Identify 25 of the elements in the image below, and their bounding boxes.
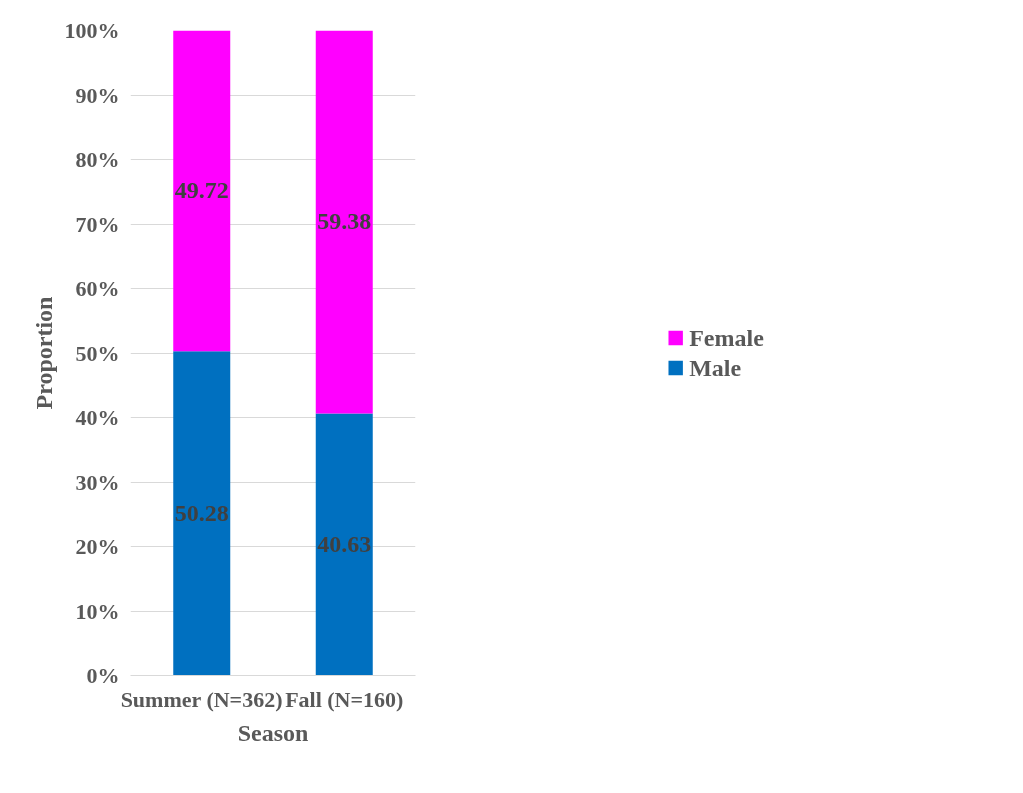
legend-label: Male	[689, 354, 742, 381]
y-tick-label: 90%	[75, 82, 120, 108]
y-tick-label: 20%	[75, 534, 120, 559]
y-tick-label: 80%	[75, 147, 120, 172]
bar	[315, 413, 373, 676]
y-tick-label: 70%	[75, 211, 120, 237]
bar	[173, 30, 231, 352]
y-tick-label: 10%	[75, 598, 120, 624]
legend-label: Female	[689, 324, 764, 351]
y-tick-label: 0%	[86, 663, 120, 688]
data-label: 40.63	[317, 530, 372, 557]
x-tick-label: Summer (N=362)	[120, 686, 283, 712]
y-tick-label: 30%	[75, 469, 120, 495]
y-tick-label: 60%	[75, 276, 120, 301]
y-tick-label: 40%	[75, 405, 120, 430]
data-label: 49.72	[174, 177, 229, 204]
data-label: 59.38	[317, 208, 372, 235]
bar	[315, 30, 373, 414]
x-tick-label: Fall (N=160)	[285, 686, 404, 712]
y-tick-label: 100%	[64, 18, 120, 43]
y-axis-title: Proportion	[30, 296, 57, 410]
y-tick-label: 50%	[75, 340, 120, 366]
x-axis-title: Season	[237, 719, 309, 746]
data-label: 50.28	[174, 499, 229, 526]
bar	[173, 351, 231, 676]
